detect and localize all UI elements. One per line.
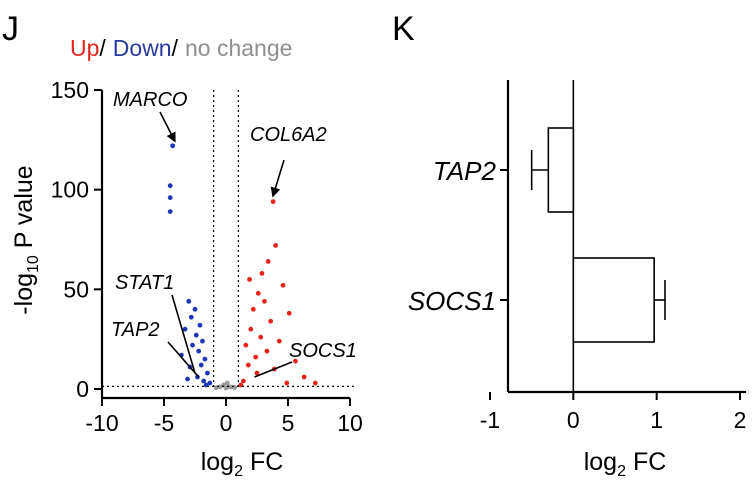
legend-up: Up	[70, 35, 99, 61]
volcano-point-up-1	[273, 243, 278, 248]
bar-x-tick-label-1: 0	[567, 407, 580, 433]
volcano-point-up-4	[247, 276, 252, 282]
volcano-point-up-11	[248, 326, 254, 332]
volcano-point-down-21	[185, 376, 190, 382]
volcano-point-down-7	[197, 322, 203, 328]
annotation-pointer-stat1	[171, 294, 196, 374]
annotation-pointer-col6a2	[270, 159, 285, 198]
volcano-point-up-6	[255, 290, 261, 296]
legend-sep-2: /	[172, 35, 179, 61]
volcano-point-up-15	[264, 348, 270, 354]
volcano-x-tick-label-1: -5	[154, 410, 174, 436]
volcano-annotations: MARCO COL6A2 STAT1 TAP2 SOCS1	[111, 89, 357, 378]
volcano-point-down-2	[167, 195, 173, 201]
volcano-x-axis-label: log2 FC	[201, 448, 284, 480]
bar-x-tick-label-2: 1	[650, 407, 663, 433]
volcano-point-down-11	[190, 342, 195, 348]
bar-tap2	[547, 127, 575, 213]
legend: Up/Down/no change	[70, 35, 292, 61]
panel-label-k: K	[392, 10, 415, 48]
volcano-y-axis-label: -log10 P value	[10, 165, 42, 314]
annotation-pointer-socs1	[254, 361, 293, 378]
volcano-point-down-6	[188, 314, 194, 320]
volcano-point-down-3	[167, 209, 173, 214]
svg-text:Up/Down/no change: Up/Down/no change	[70, 35, 292, 61]
volcano-point-down-5	[192, 306, 198, 312]
volcano-point-down-0	[170, 143, 176, 149]
volcano-point-up-8	[250, 306, 256, 312]
volcano-x-tick-label-3: 5	[282, 410, 295, 436]
legend-sep-1: /	[99, 35, 106, 61]
volcano-point-down-9	[193, 332, 199, 338]
volcano-point-up-23	[284, 380, 290, 386]
volcano-x-tick-label-0: -10	[85, 410, 118, 436]
volcano-point-up-20	[254, 370, 260, 376]
bar-category-label-socs1: SOCS1	[408, 286, 496, 316]
volcano-point-no-change-6	[232, 385, 238, 390]
volcano-point-down-15	[198, 362, 204, 368]
bar-x-tick-label-0: -1	[480, 407, 500, 433]
volcano-point-no-change-2	[217, 384, 223, 390]
volcano-point-up-16	[253, 354, 259, 360]
volcano-x-tick-label-2: 0	[220, 410, 233, 436]
volcano-point-up-7	[262, 298, 267, 304]
volcano-y-tick-label-1: 50	[63, 276, 89, 302]
legend-down: Down	[113, 35, 172, 61]
volcano-point-up-22	[240, 378, 246, 384]
volcano-point-up-18	[245, 362, 251, 368]
volcano-point-up-12	[258, 334, 264, 340]
volcano-point-down-17	[205, 370, 210, 376]
volcano-point-up-3	[259, 270, 265, 276]
volcano-point-up-9	[286, 310, 292, 316]
volcano-point-up-13	[276, 338, 282, 344]
annotation-label-col6a2: COL6A2	[250, 124, 327, 146]
volcano-point-down-1	[167, 183, 173, 189]
bar-category-label-tap2: TAP2	[433, 156, 497, 186]
volcano-point-up-25	[312, 380, 318, 386]
annotation-label-socs1: SOCS1	[289, 340, 357, 362]
volcano-y-tick-label-3: 150	[51, 77, 89, 103]
volcano-y-tick-label-2: 100	[51, 177, 89, 203]
bar-socs1	[572, 257, 655, 343]
volcano-point-down-10	[200, 338, 205, 344]
volcano-point-down-19	[201, 378, 207, 384]
annotation-pointer-marco	[159, 111, 176, 143]
volcano-point-down-14	[202, 356, 208, 362]
annotation-label-marco: MARCO	[113, 89, 187, 111]
volcano-y-tick-label-0: 0	[76, 376, 89, 402]
volcano-point-up-14	[243, 342, 249, 348]
volcano-x-tick-label-4: 10	[337, 410, 363, 436]
legend-no-change: no change	[185, 35, 292, 61]
bar-chart: TAP2 SOCS1 -1 0 1 2	[408, 80, 747, 433]
volcano-point-up-5	[280, 282, 286, 288]
volcano-point-down-8	[182, 326, 188, 332]
annotation-label-tap2: TAP2	[111, 319, 160, 341]
volcano-point-down-12	[196, 348, 202, 354]
volcano-point-down-4	[186, 298, 192, 304]
volcano-point-up-21	[301, 374, 307, 380]
volcano-point-up-10	[268, 318, 274, 324]
volcano-point-up-2	[265, 259, 271, 264]
bar-x-tick-label-3: 2	[734, 407, 747, 433]
volcano-point-up-17	[293, 358, 298, 364]
annotation-label-stat1: STAT1	[115, 272, 174, 294]
panel-label-j: J	[2, 10, 19, 48]
volcano-point-down-20	[207, 380, 213, 386]
volcano-point-up-0	[270, 199, 276, 205]
bar-x-axis-label: log2 FC	[584, 448, 667, 480]
annotation-pointer-tap2	[167, 341, 200, 378]
